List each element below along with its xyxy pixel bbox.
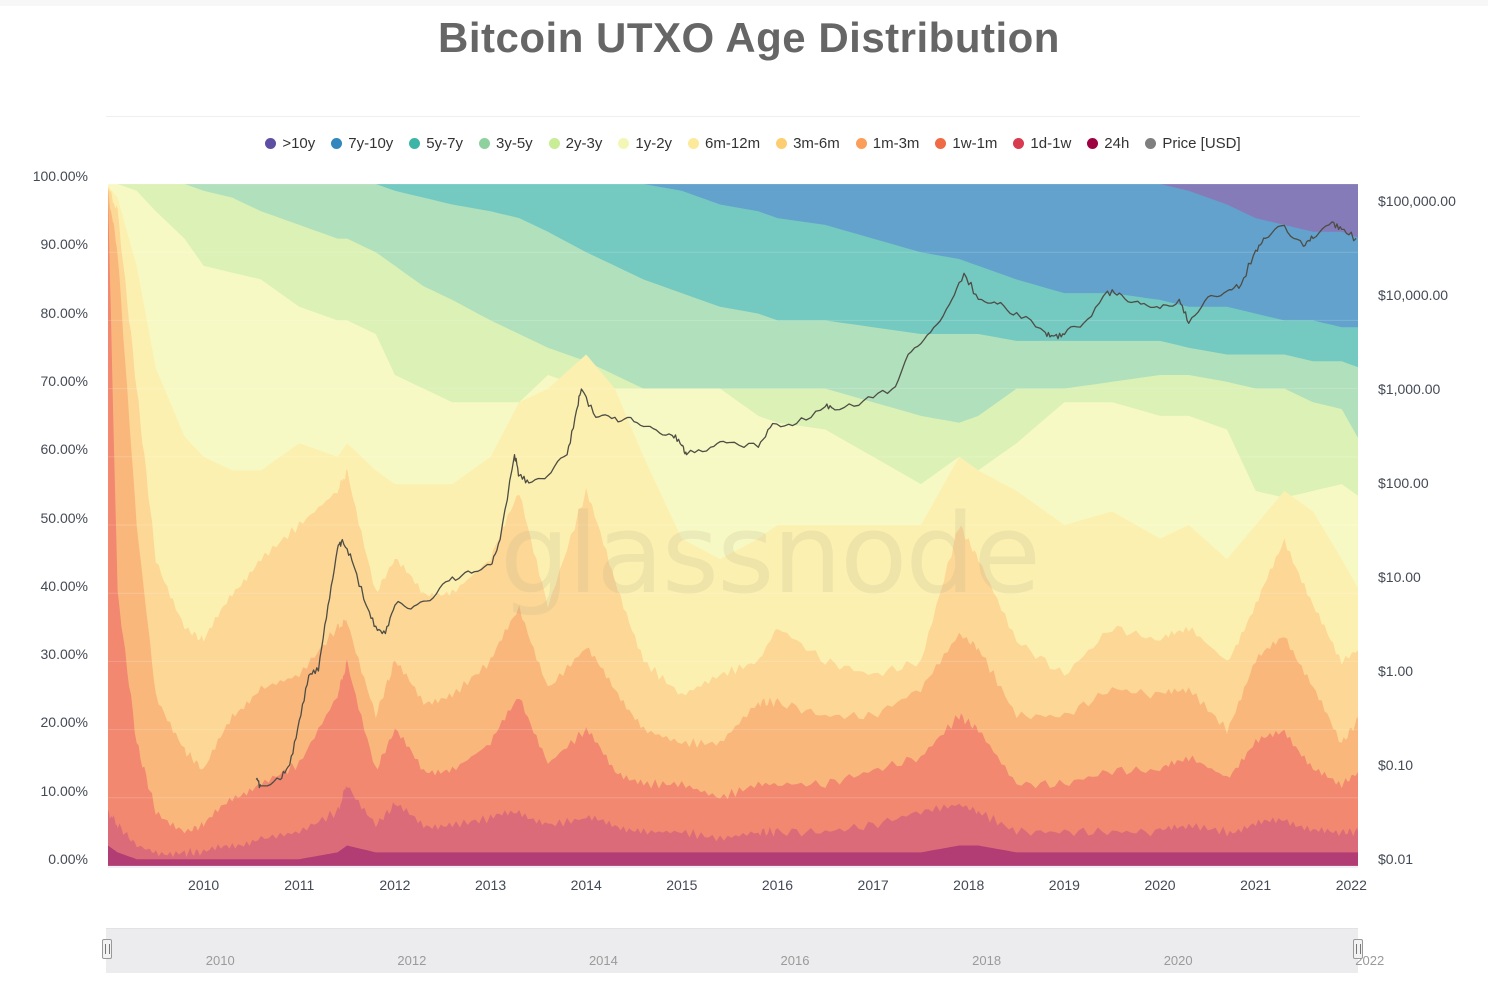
gridlines xyxy=(108,183,1358,867)
navigator-year-label: 2014 xyxy=(588,953,618,968)
x-tick-label: 2018 xyxy=(953,877,985,893)
price-line xyxy=(255,221,1357,789)
legend-label: 1y-2y xyxy=(635,135,673,152)
navigator-right-handle[interactable] xyxy=(1353,939,1363,959)
legend-item[interactable]: >10y xyxy=(265,135,315,152)
top-bar xyxy=(0,0,1488,6)
legend-item[interactable]: 3m-6m xyxy=(776,135,840,152)
x-tick-label: 2010 xyxy=(188,877,220,893)
navigator-year-label: 2016 xyxy=(780,953,810,968)
y-left-tick-label: 30.00% xyxy=(40,646,88,663)
legend-dot-icon xyxy=(265,138,277,149)
legend-label: 3m-6m xyxy=(793,135,840,152)
x-tick-label: 2017 xyxy=(857,877,889,893)
x-tick-label: 2012 xyxy=(379,877,411,893)
legend-dot-icon xyxy=(478,138,490,149)
legend-item[interactable]: 1w-1m xyxy=(935,135,997,152)
legend-label: 5y-7y xyxy=(426,135,463,152)
chart-title: Bitcoin UTXO Age Distribution xyxy=(438,14,1060,61)
y-right-tick-label: $0.10 xyxy=(1378,757,1414,773)
area-band-1w-1m xyxy=(108,198,1358,866)
legend-item[interactable]: 1y-2y xyxy=(618,135,672,152)
title-divider xyxy=(106,116,1360,117)
legend-dot-icon xyxy=(409,138,421,149)
navigator-left-handle[interactable] xyxy=(102,939,112,959)
y-left-tick-label: 70.00% xyxy=(40,372,88,389)
x-tick-label: 2016 xyxy=(761,877,794,893)
navigator[interactable] xyxy=(106,928,1358,973)
x-tick-label: 2022 xyxy=(1335,877,1367,893)
legend-item[interactable]: 3y-5y xyxy=(478,135,533,152)
x-tick-label: 2021 xyxy=(1240,877,1272,893)
navigator-year-label: 2010 xyxy=(205,953,235,968)
legend-dot-icon xyxy=(776,138,788,149)
legend-label: 6m-12m xyxy=(705,135,761,152)
legend-label: 1d-1w xyxy=(1030,135,1072,152)
y-right-tick-label: $1.00 xyxy=(1378,663,1414,679)
y-left-tick-label: 10.00% xyxy=(40,782,88,799)
stacked-areas xyxy=(108,184,1358,866)
legend-dot-icon xyxy=(1145,138,1157,149)
legend-dot-icon xyxy=(331,138,343,149)
legend-item[interactable]: 1m-3m xyxy=(855,135,920,152)
legend-dot-icon xyxy=(935,138,947,149)
y-left-tick-label: 20.00% xyxy=(40,714,88,731)
x-tick-label: 2019 xyxy=(1048,877,1080,893)
area-band-1m-3m xyxy=(108,188,1358,866)
chart-legend: >10y 7y-10y 5y-7y 3y-5y 2y-3y 1y-2y 6m-12m 3m-6… xyxy=(0,135,1488,152)
legend-item[interactable]: 7y-10y xyxy=(331,135,393,152)
y-left-tick-label: 0.00% xyxy=(48,851,88,867)
y-left-tick-label: 100.00% xyxy=(32,168,88,184)
y-right-tick-label: $0.01 xyxy=(1378,851,1414,867)
legend-dot-icon xyxy=(618,138,630,149)
x-tick-label: 2020 xyxy=(1144,877,1176,893)
y-left-tick-label: 90.00% xyxy=(40,236,88,253)
legend-dot-icon xyxy=(688,138,700,149)
legend-label: 1m-3m xyxy=(872,135,920,152)
y-left-tick-label: 60.00% xyxy=(40,441,88,458)
y-left-tick-label: 80.00% xyxy=(40,304,88,321)
legend-label: Price [USD] xyxy=(1162,135,1241,152)
area-band-24h xyxy=(108,845,1358,866)
navigator-year-label: 2012 xyxy=(397,953,427,968)
legend-dot-icon xyxy=(1013,138,1025,149)
y-left-tick-label: 40.00% xyxy=(40,577,88,594)
navigator-year-label: 2018 xyxy=(972,953,1002,968)
legend-item[interactable]: 2y-3y xyxy=(548,135,603,152)
x-tick-label: 2015 xyxy=(666,877,698,893)
price-line-group xyxy=(255,221,1357,789)
legend-label: >10y xyxy=(282,135,316,152)
legend-item[interactable]: 1d-1w xyxy=(1013,135,1071,152)
y-right-tick-label: $10.00 xyxy=(1378,569,1421,585)
legend-label: 7y-10y xyxy=(348,135,394,152)
y-right-tick-label: $10,000.00 xyxy=(1378,287,1449,303)
legend-item[interactable]: Price [USD] xyxy=(1145,135,1241,152)
y-right-tick-label: $100,000.00 xyxy=(1378,193,1456,209)
navigator-year-label: 2020 xyxy=(1163,953,1193,968)
y-right-tick-label: $100.00 xyxy=(1378,475,1429,491)
legend-dot-icon xyxy=(1087,138,1099,149)
legend-label: 24h xyxy=(1104,135,1130,152)
x-tick-label: 2013 xyxy=(474,877,507,893)
legend-dot-icon xyxy=(548,138,560,149)
watermark: glassnode xyxy=(500,490,1041,618)
area-band-1d-1w xyxy=(108,786,1358,866)
legend-label: 3y-5y xyxy=(495,135,533,152)
legend-label: 1w-1m xyxy=(952,135,998,152)
legend-item[interactable]: 24h xyxy=(1087,135,1129,152)
legend-item[interactable]: 6m-12m xyxy=(688,135,760,152)
legend-label: 2y-3y xyxy=(565,135,603,152)
x-tick-label: 2014 xyxy=(570,877,602,893)
x-tick-label: 2011 xyxy=(284,877,315,893)
legend-dot-icon xyxy=(855,138,867,149)
legend-item[interactable]: 5y-7y xyxy=(409,135,463,152)
y-right-tick-label: $1,000.00 xyxy=(1378,381,1441,397)
y-left-tick-label: 50.00% xyxy=(40,509,88,526)
